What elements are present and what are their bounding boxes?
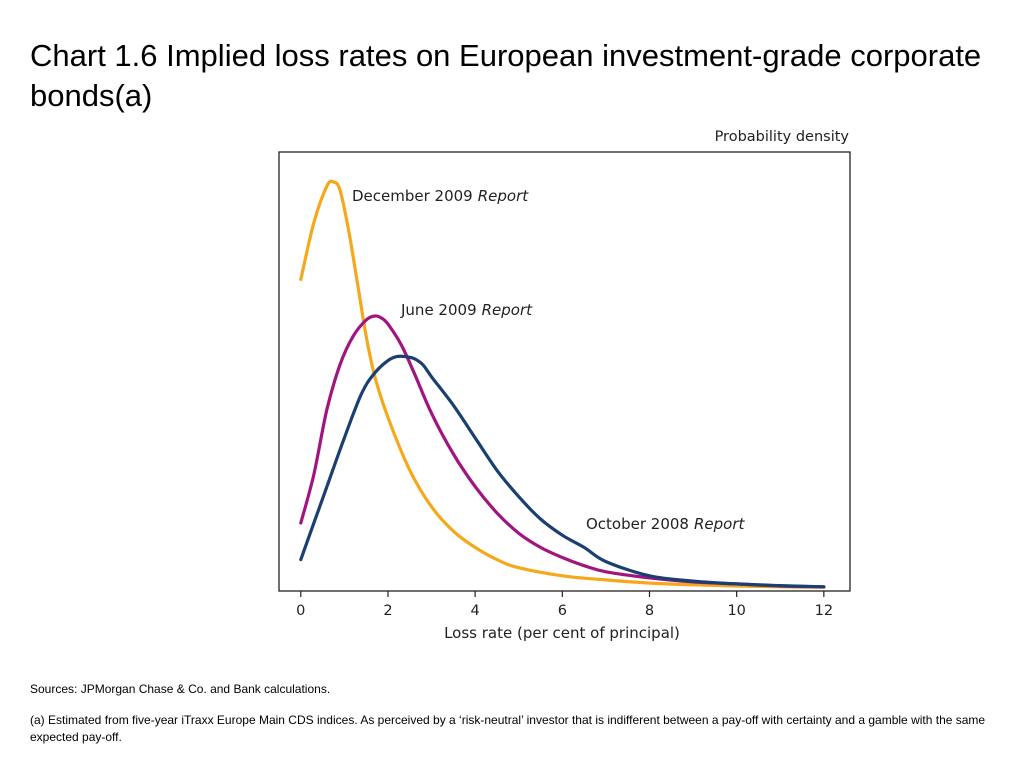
series-label-june-2009-name: June 2009 (400, 301, 477, 319)
x-tick-label: 0 (296, 603, 305, 619)
x-tick-label: 10 (727, 603, 745, 619)
x-tick-label: 2 (383, 603, 392, 619)
series-label-october-2008-report: Report (694, 515, 746, 533)
series-line-december-2009 (299, 179, 826, 589)
series-label-october-2008-name: October 2008 (586, 515, 689, 533)
series-label-december-2009-report: Report (478, 187, 530, 205)
series-label-june-2009-report: Report (482, 301, 534, 319)
x-tick-label: 8 (645, 603, 654, 619)
footnote-a: (a) Estimated from five-year iTraxx Euro… (30, 713, 986, 744)
series-line-october-2008 (299, 354, 826, 589)
sources-note: Sources: JPMorgan Chase & Co. and Bank c… (30, 682, 331, 696)
series-label-december-2009-name: December 2009 (352, 187, 473, 205)
x-tick-label: 12 (815, 603, 833, 619)
series-label-december-2009: December 2009 Report (352, 187, 529, 205)
series-label-october-2008: October 2008 Report (586, 515, 746, 533)
series-layer (299, 179, 826, 589)
series-line-june-2009 (299, 314, 826, 589)
x-tick-label: 6 (558, 603, 567, 619)
footnotes: Sources: JPMorgan Chase & Co. and Bank c… (30, 681, 990, 746)
x-tick-label: 4 (471, 603, 480, 619)
chart-title: Chart 1.6 Implied loss rates on European… (30, 38, 982, 113)
x-axis-label: Loss rate (per cent of principal) (444, 624, 680, 642)
y-axis-label: Probability density (715, 129, 850, 145)
x-axis: 0 2 4 6 8 10 12 (296, 591, 833, 619)
series-label-june-2009: June 2009 Report (400, 301, 533, 319)
plot-frame (278, 151, 851, 592)
